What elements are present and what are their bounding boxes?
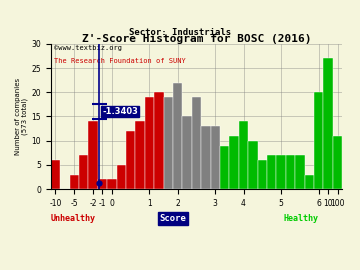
Bar — [145, 97, 154, 189]
Bar — [314, 92, 323, 189]
Bar — [286, 155, 295, 189]
Bar — [220, 146, 229, 189]
Y-axis label: Number of companies
(573 total): Number of companies (573 total) — [15, 78, 28, 155]
Bar — [69, 174, 79, 189]
Bar — [201, 126, 211, 189]
Bar — [323, 58, 333, 189]
Bar — [79, 155, 88, 189]
Bar — [173, 83, 183, 189]
Bar — [295, 155, 305, 189]
Bar — [107, 179, 117, 189]
Text: Sector: Industrials: Sector: Industrials — [129, 28, 231, 37]
Text: ©www.textbiz.org: ©www.textbiz.org — [54, 45, 122, 51]
Text: -1.3403: -1.3403 — [102, 107, 138, 116]
Bar — [135, 121, 145, 189]
Bar — [248, 141, 258, 189]
Title: Z'-Score Histogram for BOSC (2016): Z'-Score Histogram for BOSC (2016) — [82, 34, 311, 44]
Bar — [51, 160, 60, 189]
Text: The Research Foundation of SUNY: The Research Foundation of SUNY — [54, 58, 185, 65]
Bar — [258, 160, 267, 189]
Bar — [183, 116, 192, 189]
Text: Healthy: Healthy — [284, 214, 319, 223]
Text: Unhealthy: Unhealthy — [51, 214, 96, 223]
Bar — [239, 121, 248, 189]
Bar — [117, 165, 126, 189]
Bar — [276, 155, 286, 189]
Bar — [163, 97, 173, 189]
Bar — [192, 97, 201, 189]
Bar — [333, 136, 342, 189]
Bar — [126, 131, 135, 189]
Bar — [211, 126, 220, 189]
Bar — [154, 92, 163, 189]
Bar — [88, 121, 98, 189]
Bar — [98, 179, 107, 189]
Bar — [267, 155, 276, 189]
Bar — [305, 174, 314, 189]
Text: Score: Score — [160, 214, 186, 223]
Bar — [229, 136, 239, 189]
